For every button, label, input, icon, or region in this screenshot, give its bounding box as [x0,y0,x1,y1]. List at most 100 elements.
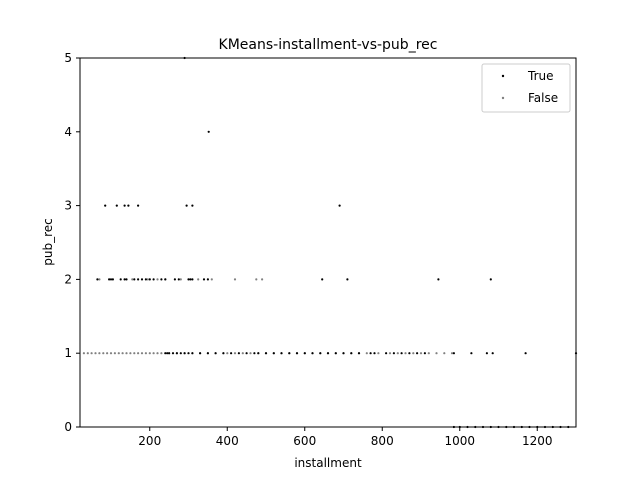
point-false [144,352,147,355]
point-false [233,352,237,355]
point-true [392,352,395,355]
point-true [119,278,122,281]
point-true [191,352,194,355]
legend-label-false: False [528,91,558,105]
point-true [373,352,376,355]
legend-label-true: True [527,69,554,83]
point-true [111,278,114,281]
legend: True False [481,63,571,113]
y-axis-ticks: 0 1 2 3 4 5 [64,51,80,434]
point-false [90,352,93,355]
point-false [140,352,144,355]
point-true [177,278,180,281]
point-false [261,278,264,281]
point-true [237,352,240,355]
point-true [346,278,349,281]
point-false [125,352,128,355]
point-true [109,278,113,281]
point-false [98,352,101,355]
point-true [175,352,178,355]
point-true [206,352,209,355]
point-true [185,204,188,207]
point-false [156,278,159,281]
point-true [303,352,306,355]
y-tick-label: 0 [64,420,72,434]
point-true [222,352,225,355]
point-true [280,352,283,355]
point-true [214,352,217,355]
point-true [123,204,126,207]
point-true [202,278,206,281]
point-true [191,278,194,281]
point-true [123,278,126,281]
point-true [334,352,337,355]
point-false [377,352,380,355]
point-true [160,278,163,281]
point-false [419,352,423,355]
point-false [131,278,134,281]
y-tick-label: 3 [64,199,72,213]
point-true [311,352,314,355]
point-false [113,352,116,355]
point-true [253,352,256,355]
point-true [183,352,186,355]
point-false [152,352,155,355]
x-tick-label: 600 [293,434,316,448]
point-false [156,352,159,355]
x-tick-label: 800 [371,434,394,448]
series-true-markers [96,56,578,429]
point-false [210,278,213,281]
point-true [206,278,209,281]
point-false [117,352,120,355]
y-axis-label: pub_rec [41,218,55,266]
point-true [357,352,361,355]
point-true [319,352,322,355]
point-false [427,352,430,355]
chart-title: KMeans-installment-vs-pub_rec [219,37,438,53]
point-false [133,352,136,355]
point-false [197,278,200,281]
point-true [96,278,99,281]
point-true [152,278,155,281]
y-tick-label: 4 [64,125,72,139]
point-false [388,352,392,355]
point-false [82,352,85,355]
point-false [146,278,149,281]
point-true [408,352,411,355]
point-false [241,352,244,355]
point-true [321,278,324,281]
point-false [450,352,454,355]
point-false [412,352,415,355]
point-true [524,352,527,355]
point-true [257,352,260,355]
point-false [396,352,399,355]
point-false [443,352,446,355]
point-true [272,352,275,355]
plot-area-frame [79,57,577,428]
point-true [342,352,345,355]
point-true [164,352,167,355]
point-true [115,204,118,207]
point-true [199,352,202,355]
point-true [148,278,151,281]
point-true [179,352,182,355]
point-true [350,352,353,355]
point-false [106,352,109,355]
point-false [233,278,237,281]
point-true [104,204,107,207]
legend-marker-true [501,74,505,78]
x-tick-label: 1000 [444,434,475,448]
point-false [404,352,407,355]
point-true [207,130,210,133]
point-true [491,352,494,355]
point-true [164,278,167,281]
point-false [160,352,163,355]
y-tick-label: 5 [64,51,72,65]
point-true [127,204,130,207]
point-false [179,278,182,281]
point-false [137,352,140,355]
point-true [245,352,248,355]
point-true [125,278,128,281]
point-false [102,352,105,355]
